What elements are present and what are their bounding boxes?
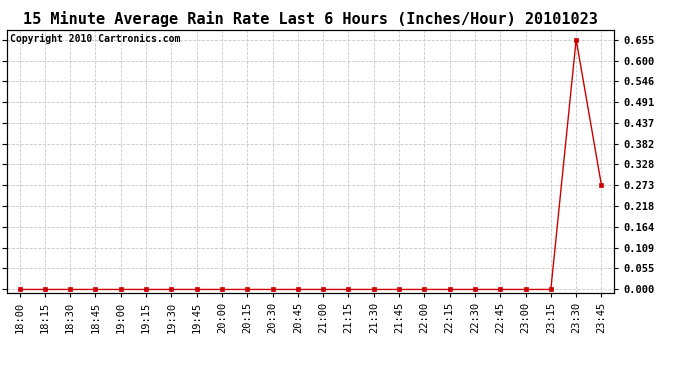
Text: 15 Minute Average Rain Rate Last 6 Hours (Inches/Hour) 20101023: 15 Minute Average Rain Rate Last 6 Hours…	[23, 11, 598, 27]
Text: Copyright 2010 Cartronics.com: Copyright 2010 Cartronics.com	[10, 34, 180, 44]
